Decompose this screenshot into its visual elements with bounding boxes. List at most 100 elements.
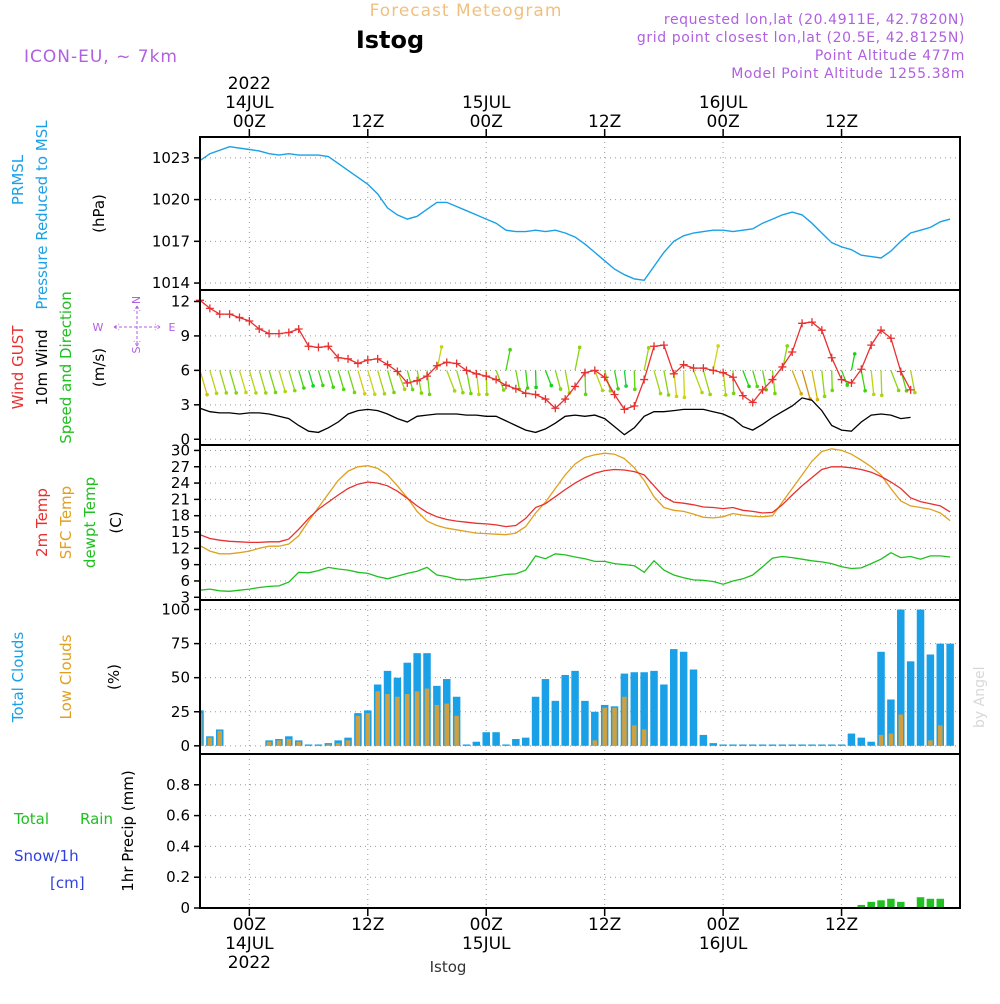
x-tick-label-bottom: 00Z [233, 915, 266, 935]
panel-label: (m/s) [90, 348, 108, 387]
grid-point-coords: grid point closest lon,lat (20.5E, 42.81… [637, 30, 965, 46]
total-cloud-bar [492, 732, 500, 746]
gust-point [739, 392, 747, 400]
panel-label: Speed and Direction [57, 291, 75, 444]
wind-arrow [309, 370, 314, 385]
total-cloud-bar [482, 732, 490, 746]
panel-label: PRMSL [9, 154, 27, 205]
low-cloud-bar [425, 689, 430, 746]
low-cloud-bar [287, 739, 292, 746]
x-tick-label-top: 12Z [351, 112, 384, 132]
gust-point [828, 354, 836, 362]
gust-point [522, 389, 530, 397]
wind-arrow [624, 370, 626, 386]
wind-arrow-head [897, 389, 901, 393]
wind-arrow-head [373, 392, 377, 396]
low-cloud-bar [336, 743, 341, 746]
sfc-temp-line [200, 449, 950, 554]
wind-arrow-head [502, 388, 506, 392]
total-cloud-bar [907, 661, 915, 745]
low-cloud-bar [602, 708, 607, 746]
wind-arrow [348, 370, 354, 392]
y-tick-label: 0.8 [166, 776, 190, 794]
low-cloud-bar [622, 697, 627, 746]
panel-label: 2m Temp [33, 488, 51, 557]
wind-arrow-head [616, 387, 620, 391]
wind-arrow-head [823, 395, 827, 399]
x-tick-label-top: 00Z [233, 112, 266, 132]
total-cloud-bar [769, 744, 777, 745]
wind-arrow [842, 370, 848, 385]
gust-point [226, 310, 234, 318]
total-cloud-bar [502, 744, 510, 745]
x-tick-label-top: 16JUL [699, 93, 748, 113]
wind-arrow-head [477, 393, 481, 397]
wind-arrow-head [578, 346, 582, 350]
wind-arrow-head [244, 391, 248, 395]
wind-arrow-head [785, 344, 789, 348]
wind-arrow [378, 370, 385, 393]
panel-label: Pressure Reduced to MSL [33, 120, 51, 310]
wind-arrow-head [526, 386, 530, 390]
total-cloud-bar [798, 744, 806, 745]
wind-arrow-head [440, 345, 444, 349]
gust-point [660, 341, 668, 349]
wind-arrow-head [880, 394, 884, 398]
y-tick-label: 9 [180, 556, 190, 574]
wind-arrow-head [534, 386, 538, 390]
wind-arrow-head [816, 398, 820, 402]
wind-arrow-head [264, 391, 268, 395]
wind-arrow-head [254, 391, 258, 395]
t2m-line [200, 467, 950, 543]
y-tick-label: 24 [171, 474, 190, 492]
total-cloud-bar [818, 744, 826, 745]
total-cloud-bar [946, 644, 954, 746]
panel-label: Total Clouds [9, 632, 27, 724]
wind-arrow-head [708, 393, 712, 397]
wind-arrow-head [755, 385, 759, 389]
y-tick-label: 1017 [152, 232, 190, 250]
wind-arrow-head [274, 391, 278, 395]
wind-arrow [684, 370, 685, 397]
y-tick-label: 12 [171, 292, 190, 310]
total-cloud-bar [848, 734, 856, 746]
gust-point [275, 330, 283, 338]
wind-arrow-head [716, 344, 720, 348]
low-cloud-bar [346, 740, 351, 745]
wind-arrow [289, 370, 295, 390]
top-title: Forecast Meteogram [370, 1, 563, 21]
wind-arrow [506, 350, 510, 371]
y-tick-label: 0.6 [166, 807, 190, 825]
total-cloud-bar [828, 744, 836, 745]
wind-arrow [457, 370, 463, 392]
wind-arrow [753, 370, 757, 386]
wind-arrow-head [872, 393, 876, 397]
total-cloud-bar [917, 610, 925, 746]
model-label: ICON-EU, ~ 7km [24, 47, 178, 67]
wind-arrow [407, 370, 412, 389]
y-tick-label: 18 [171, 507, 190, 525]
panel-frames [200, 137, 960, 908]
wind-arrow-head [624, 384, 628, 388]
wind-arrow-head [0, 0, 2, 2]
total-cloud-bar [867, 742, 875, 746]
gust-point [265, 330, 273, 338]
low-cloud-bar [642, 729, 647, 745]
wind-arrow [447, 370, 455, 390]
wind-arrow [269, 370, 275, 392]
wind-arrow [871, 370, 874, 394]
compass-s: S [130, 346, 143, 353]
low-cloud-bar [375, 691, 380, 746]
wind-arrow-head [453, 389, 457, 393]
total-cloud-bar [561, 675, 569, 746]
wind-arrow-head [311, 384, 315, 388]
low-cloud-bar [889, 734, 894, 746]
total-cloud-bar [522, 738, 530, 746]
total-cloud-bar [650, 671, 658, 746]
wind-arrow-head [321, 384, 325, 388]
wind-arrow [822, 370, 825, 396]
wind-arrow [713, 346, 718, 370]
y-tick-label: 27 [171, 458, 190, 476]
low-cloud-bar [879, 735, 884, 746]
